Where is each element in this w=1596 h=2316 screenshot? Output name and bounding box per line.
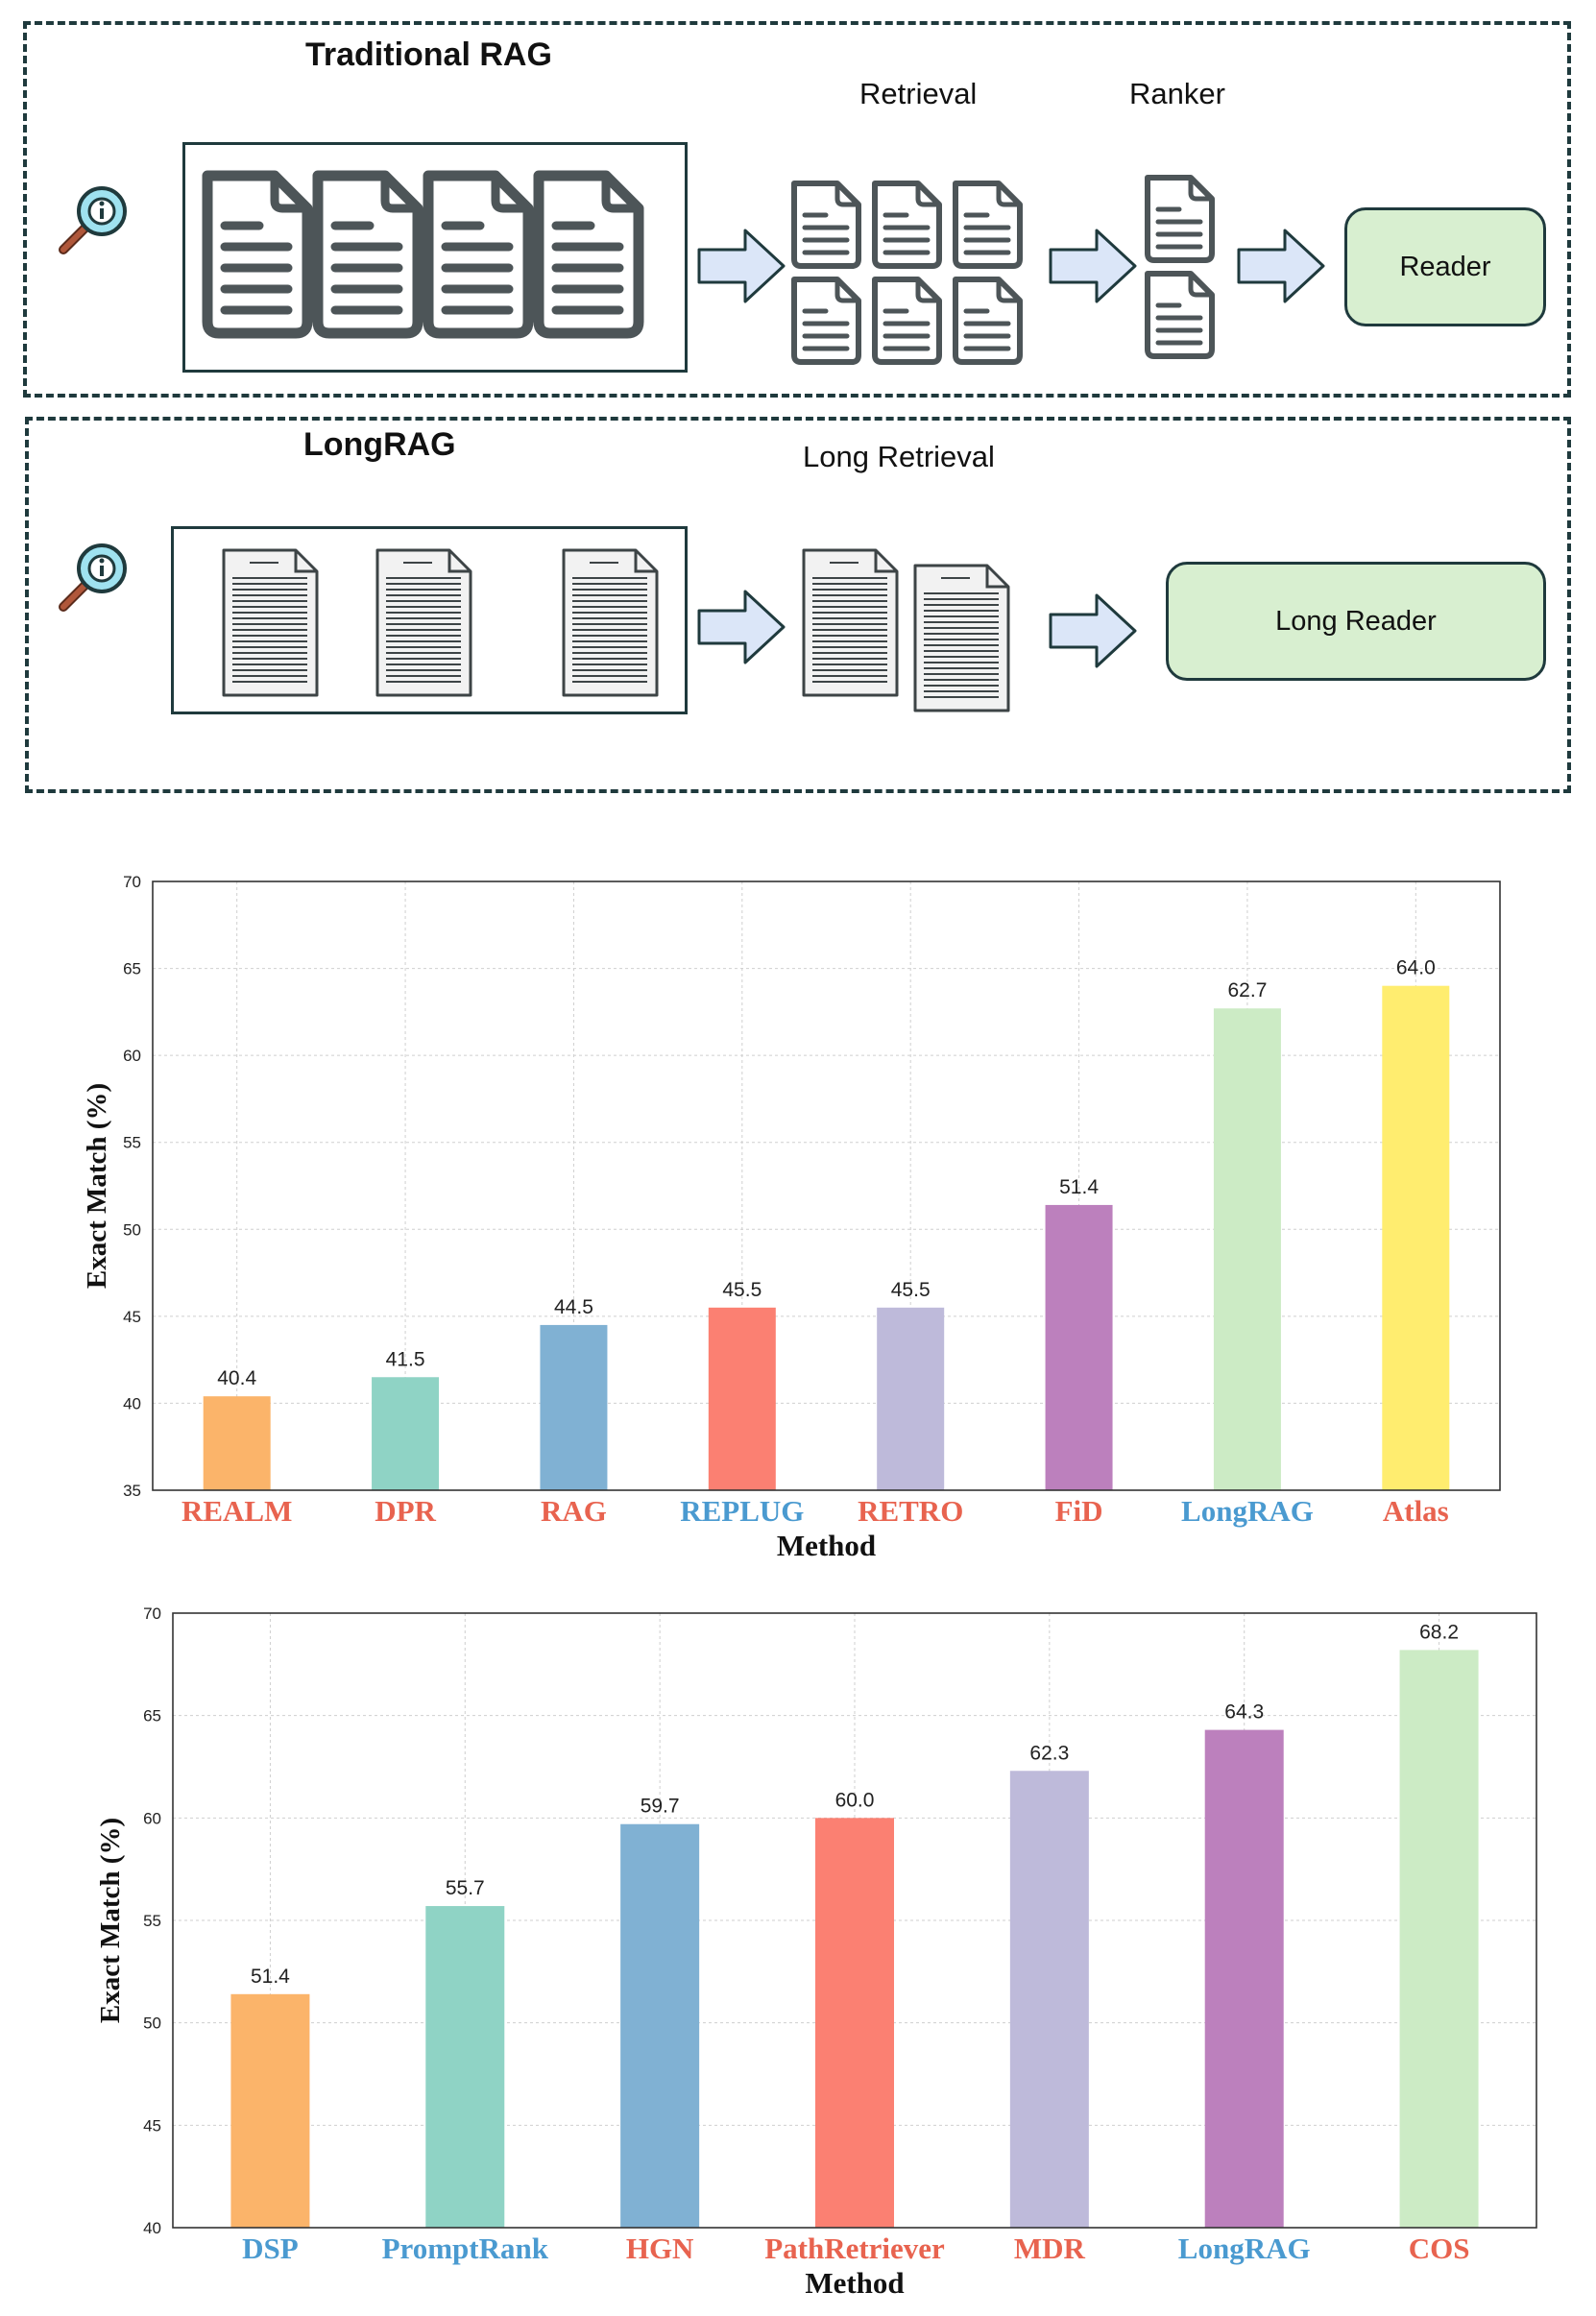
x-tick-label: RAG bbox=[541, 1494, 607, 1528]
x-axis-title: Method bbox=[777, 1529, 876, 1562]
retrieved-documents-icon bbox=[789, 175, 1029, 367]
x-tick-label: HGN bbox=[626, 2232, 694, 2265]
y-tick-label: 55 bbox=[143, 1912, 161, 1930]
long-retrieved-documents-icon bbox=[802, 548, 1010, 712]
bar-retro bbox=[877, 1307, 945, 1490]
long-reader-box: Long Reader bbox=[1166, 562, 1546, 681]
bar-pathretriever bbox=[815, 1818, 894, 2228]
data-label: 64.0 bbox=[1396, 957, 1436, 979]
x-tick-label: PathRetriever bbox=[764, 2232, 945, 2265]
traditional-rag-panel bbox=[23, 21, 1571, 398]
longrag-title: LongRAG bbox=[303, 426, 456, 463]
bar-cos bbox=[1399, 1650, 1479, 2228]
x-tick-label: PromptRank bbox=[382, 2232, 549, 2265]
plot-frame bbox=[172, 1612, 1537, 2229]
x-tick-label: REALM bbox=[181, 1494, 292, 1528]
y-tick-label: 50 bbox=[123, 1220, 141, 1239]
x-axis-title: Method bbox=[805, 2266, 904, 2300]
data-label: 55.7 bbox=[446, 1877, 485, 1899]
y-tick-label: 70 bbox=[143, 1604, 161, 1623]
query-magnifier-icon bbox=[59, 186, 127, 254]
data-label: 68.2 bbox=[1419, 1621, 1459, 1643]
y-tick-label: 60 bbox=[123, 1047, 141, 1065]
data-label: 51.4 bbox=[1059, 1176, 1099, 1198]
x-tick-label: FiD bbox=[1055, 1494, 1103, 1528]
retrieval-label: Retrieval bbox=[859, 77, 978, 110]
data-label: 44.5 bbox=[554, 1296, 593, 1318]
data-label: 59.7 bbox=[641, 1796, 680, 1818]
bar-promptrank bbox=[425, 1906, 505, 2228]
x-tick-label: DSP bbox=[242, 2232, 299, 2265]
bar-mdr bbox=[1009, 1771, 1089, 2228]
x-tick-label: DPR bbox=[375, 1494, 436, 1528]
data-label: 45.5 bbox=[891, 1279, 931, 1301]
x-tick-label: REPLUG bbox=[680, 1494, 804, 1528]
y-tick-label: 40 bbox=[143, 2219, 161, 2237]
data-label: 40.4 bbox=[217, 1367, 256, 1389]
chart-exact-match-multi-hop: 40 45 50 55 60 65 70 51.4 DSP 55.7 PromptRank 59.7 H… bbox=[95, 1604, 1537, 2300]
y-tick-label: 60 bbox=[143, 1809, 161, 1827]
chart-exact-match-single-hop: 35 40 45 50 55 60 65 70 40.4 REALM 41.5 DPR 44.5 RAG 4… bbox=[82, 873, 1501, 1562]
bar-realm bbox=[203, 1396, 271, 1490]
query-magnifier-icon bbox=[59, 543, 127, 612]
traditional-rag-title: Traditional RAG bbox=[305, 36, 552, 73]
y-tick-label: 70 bbox=[123, 873, 141, 891]
x-tick-label: LongRAG bbox=[1181, 1494, 1314, 1528]
arrow-right-icon bbox=[1049, 593, 1137, 668]
bar-hgn bbox=[620, 1823, 700, 2228]
y-tick-label: 45 bbox=[123, 1308, 141, 1326]
y-tick-label: 65 bbox=[143, 1707, 161, 1725]
data-label: 62.3 bbox=[1029, 1742, 1069, 1764]
data-label: 45.5 bbox=[722, 1279, 762, 1301]
ranked-documents-icon bbox=[1141, 171, 1221, 363]
bar-replug bbox=[708, 1307, 776, 1490]
arrow-right-icon bbox=[697, 229, 786, 303]
y-tick-label: 40 bbox=[123, 1394, 141, 1412]
x-tick-label: RETRO bbox=[858, 1494, 963, 1528]
corpus-documents-icon bbox=[192, 168, 678, 341]
data-label: 64.3 bbox=[1224, 1701, 1264, 1724]
x-tick-label: COS bbox=[1409, 2232, 1470, 2265]
bar-longrag bbox=[1204, 1729, 1284, 2228]
bar-rag bbox=[540, 1324, 608, 1490]
y-axis-title: Exact Match (%) bbox=[95, 1818, 126, 2023]
x-tick-label: LongRAG bbox=[1178, 2232, 1311, 2265]
data-label: 62.7 bbox=[1228, 979, 1268, 1001]
longrag-panel bbox=[25, 417, 1571, 793]
long-corpus-documents-icon bbox=[222, 548, 659, 697]
bar-longrag bbox=[1213, 1008, 1281, 1490]
data-label: 51.4 bbox=[251, 1966, 290, 1988]
plot-frame bbox=[152, 881, 1501, 1491]
reader-box: Reader bbox=[1344, 207, 1546, 326]
long-retrieval-label: Long Retrieval bbox=[803, 440, 995, 473]
data-label: 41.5 bbox=[386, 1348, 425, 1370]
arrow-right-icon bbox=[1049, 229, 1137, 303]
x-tick-label: MDR bbox=[1014, 2232, 1086, 2265]
y-tick-label: 50 bbox=[143, 2014, 161, 2033]
arrow-right-icon bbox=[1237, 229, 1325, 303]
y-tick-label: 55 bbox=[123, 1134, 141, 1152]
bar-dpr bbox=[372, 1377, 440, 1490]
bar-fid bbox=[1045, 1204, 1113, 1490]
arrow-right-icon bbox=[697, 590, 786, 664]
y-tick-label: 65 bbox=[123, 960, 141, 978]
data-label: 60.0 bbox=[835, 1789, 875, 1811]
y-tick-label: 35 bbox=[123, 1482, 141, 1500]
bar-dsp bbox=[230, 1993, 310, 2228]
x-tick-label: Atlas bbox=[1383, 1494, 1449, 1528]
y-axis-title: Exact Match (%) bbox=[82, 1083, 112, 1289]
bar-atlas bbox=[1382, 985, 1450, 1490]
ranker-label: Ranker bbox=[1129, 77, 1225, 110]
y-tick-label: 45 bbox=[143, 2116, 161, 2135]
